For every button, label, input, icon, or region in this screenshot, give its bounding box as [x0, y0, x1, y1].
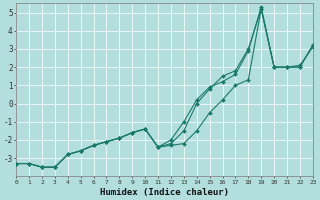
X-axis label: Humidex (Indice chaleur): Humidex (Indice chaleur)	[100, 188, 229, 197]
